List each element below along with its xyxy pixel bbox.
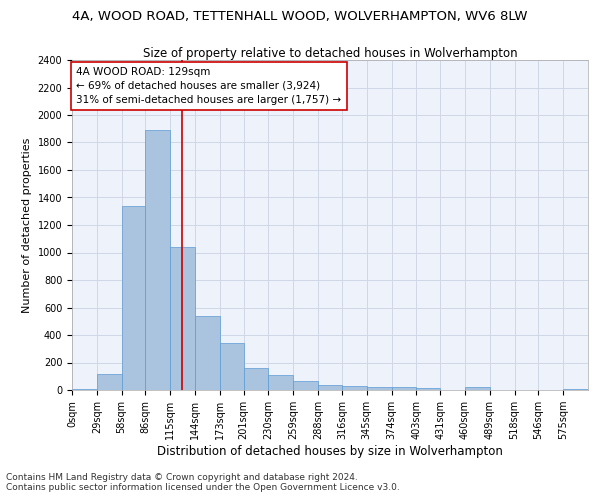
- Bar: [465, 387, 490, 390]
- Title: Size of property relative to detached houses in Wolverhampton: Size of property relative to detached ho…: [143, 47, 517, 60]
- Bar: [268, 375, 293, 390]
- Bar: [97, 374, 122, 390]
- Bar: [170, 247, 195, 390]
- Bar: [392, 387, 416, 390]
- Bar: [244, 368, 268, 390]
- X-axis label: Distribution of detached houses by size in Wolverhampton: Distribution of detached houses by size …: [157, 445, 503, 458]
- Bar: [342, 386, 367, 390]
- Y-axis label: Number of detached properties: Number of detached properties: [22, 138, 32, 312]
- Bar: [416, 388, 440, 390]
- Bar: [367, 386, 392, 390]
- Text: 4A, WOOD ROAD, TETTENHALL WOOD, WOLVERHAMPTON, WV6 8LW: 4A, WOOD ROAD, TETTENHALL WOOD, WOLVERHA…: [72, 10, 528, 23]
- Bar: [195, 316, 220, 390]
- Bar: [122, 206, 145, 390]
- Bar: [220, 343, 244, 390]
- Bar: [318, 384, 342, 390]
- Bar: [145, 130, 170, 390]
- Bar: [563, 388, 588, 390]
- Text: Contains HM Land Registry data © Crown copyright and database right 2024.
Contai: Contains HM Land Registry data © Crown c…: [6, 473, 400, 492]
- Text: 4A WOOD ROAD: 129sqm
← 69% of detached houses are smaller (3,924)
31% of semi-de: 4A WOOD ROAD: 129sqm ← 69% of detached h…: [76, 67, 341, 105]
- Bar: [72, 388, 97, 390]
- Bar: [293, 381, 318, 390]
